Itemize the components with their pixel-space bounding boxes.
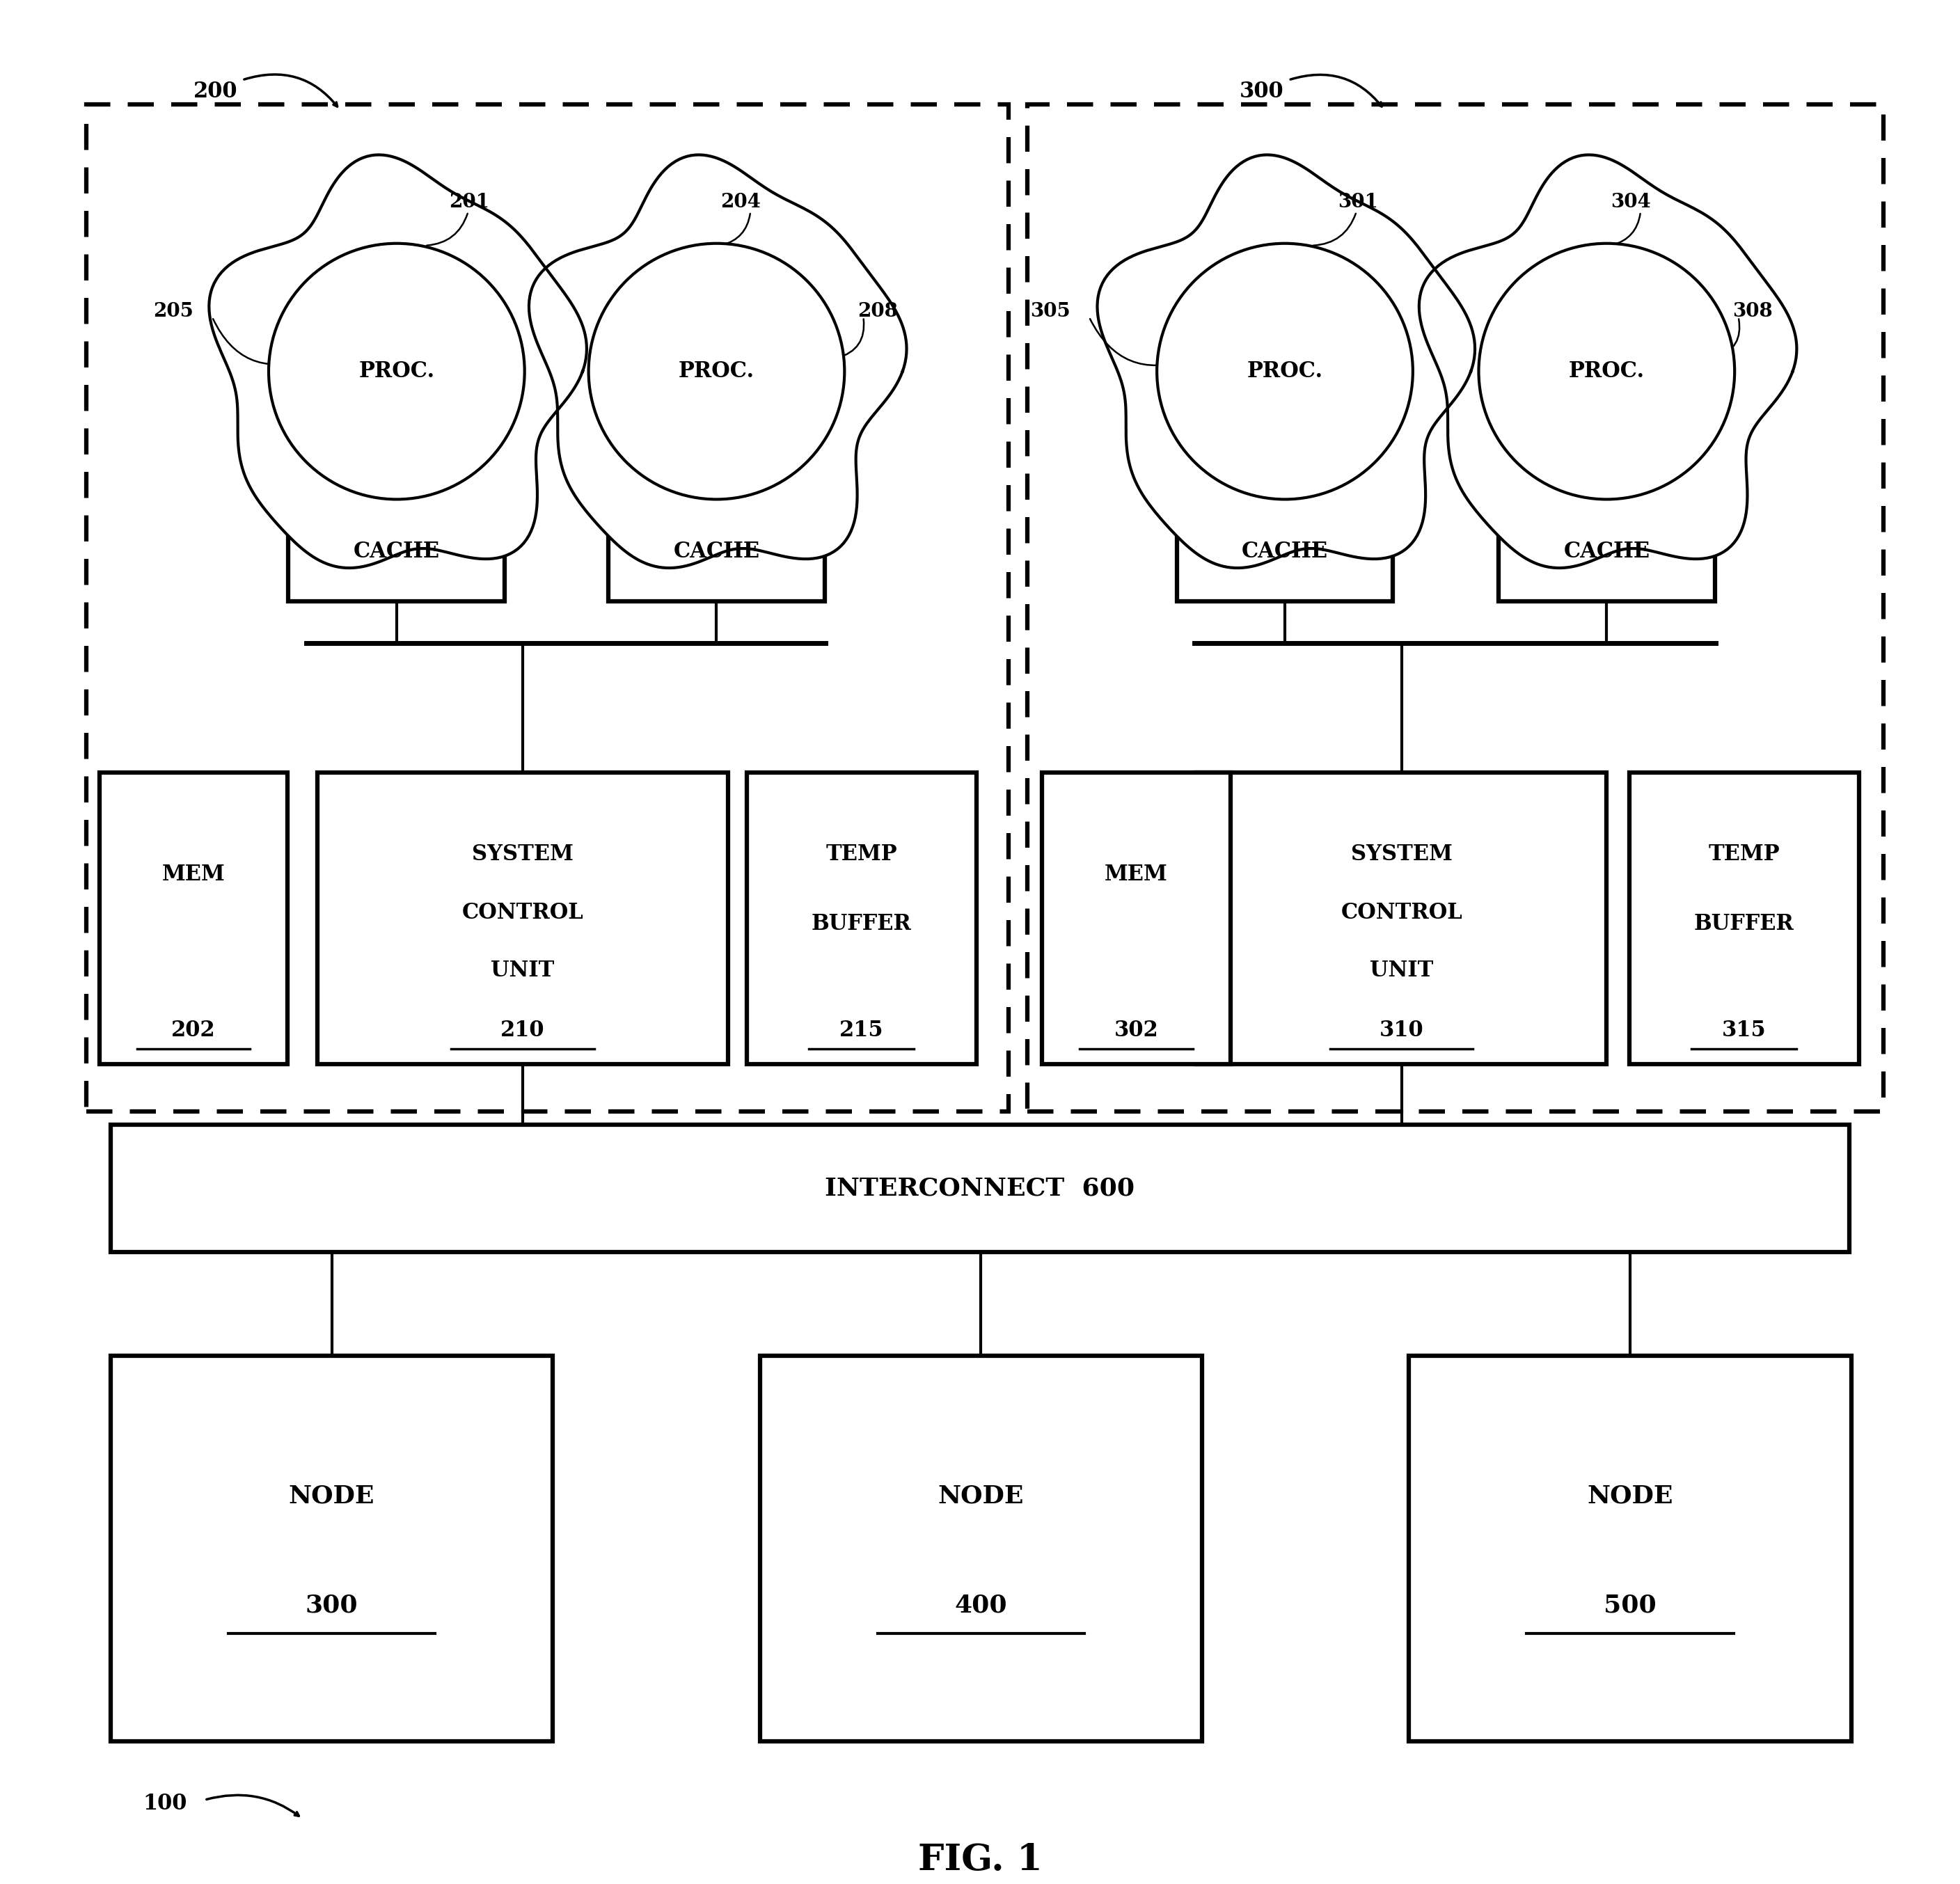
Text: 300: 300: [1239, 81, 1284, 102]
Text: 215: 215: [839, 1019, 884, 1042]
Text: CACHE: CACHE: [353, 541, 439, 563]
Text: 100: 100: [143, 1794, 186, 1814]
Circle shape: [1156, 243, 1413, 499]
Bar: [110, 1356, 553, 1741]
Bar: [1043, 772, 1231, 1064]
Text: 301: 301: [1337, 192, 1378, 211]
Text: SYSTEM: SYSTEM: [1350, 844, 1452, 865]
Bar: [747, 772, 976, 1064]
Text: TEMP: TEMP: [1709, 844, 1780, 865]
Text: CACHE: CACHE: [1564, 541, 1650, 563]
Text: CONTROL: CONTROL: [463, 902, 584, 923]
Text: MEM: MEM: [1105, 863, 1168, 885]
Bar: [318, 772, 727, 1064]
Text: 310: 310: [1380, 1019, 1423, 1042]
Text: CONTROL: CONTROL: [1341, 902, 1462, 923]
Bar: [1196, 772, 1607, 1064]
Text: PROC.: PROC.: [1247, 360, 1323, 382]
Bar: [1629, 772, 1858, 1064]
Bar: [86, 104, 1007, 1112]
Bar: [110, 1125, 1850, 1253]
Circle shape: [1478, 243, 1735, 499]
Text: 304: 304: [1611, 192, 1650, 211]
Polygon shape: [1098, 154, 1476, 567]
Text: 210: 210: [500, 1019, 545, 1042]
Circle shape: [588, 243, 845, 499]
Text: BUFFER: BUFFER: [1693, 914, 1793, 934]
Text: 208: 208: [858, 301, 898, 320]
Bar: [1027, 104, 1884, 1112]
Text: 202: 202: [171, 1019, 216, 1042]
Text: PROC.: PROC.: [359, 360, 435, 382]
Circle shape: [269, 243, 525, 499]
Text: 201: 201: [449, 192, 490, 211]
Polygon shape: [529, 154, 907, 567]
Text: NODE: NODE: [288, 1485, 374, 1507]
Text: PROC.: PROC.: [678, 360, 755, 382]
Text: PROC.: PROC.: [1568, 360, 1644, 382]
Polygon shape: [1419, 154, 1797, 567]
Text: UNIT: UNIT: [1370, 961, 1433, 982]
Bar: [1176, 501, 1394, 601]
Polygon shape: [210, 154, 586, 567]
Bar: [288, 501, 506, 601]
Text: UNIT: UNIT: [490, 961, 555, 982]
Text: 315: 315: [1723, 1019, 1766, 1042]
Text: TEMP: TEMP: [825, 844, 898, 865]
Bar: [1409, 1356, 1852, 1741]
Text: BUFFER: BUFFER: [811, 914, 911, 934]
Bar: [760, 1356, 1201, 1741]
Text: NODE: NODE: [939, 1485, 1023, 1507]
Text: 205: 205: [153, 301, 194, 320]
Text: MEM: MEM: [163, 863, 225, 885]
Text: 305: 305: [1031, 301, 1070, 320]
Text: NODE: NODE: [1588, 1485, 1674, 1507]
Text: 204: 204: [721, 192, 760, 211]
Text: 308: 308: [1733, 301, 1774, 320]
Bar: [1499, 501, 1715, 601]
Bar: [608, 501, 825, 601]
Text: 400: 400: [955, 1594, 1007, 1616]
Text: 300: 300: [306, 1594, 359, 1616]
Text: CACHE: CACHE: [674, 541, 760, 563]
Text: FIG. 1: FIG. 1: [917, 1843, 1043, 1878]
Text: SYSTEM: SYSTEM: [472, 844, 574, 865]
Text: 200: 200: [194, 81, 237, 102]
Bar: [100, 772, 288, 1064]
Text: 500: 500: [1603, 1594, 1656, 1616]
Text: CACHE: CACHE: [1243, 541, 1329, 563]
Text: 302: 302: [1113, 1019, 1158, 1042]
Text: INTERCONNECT  600: INTERCONNECT 600: [825, 1176, 1135, 1200]
